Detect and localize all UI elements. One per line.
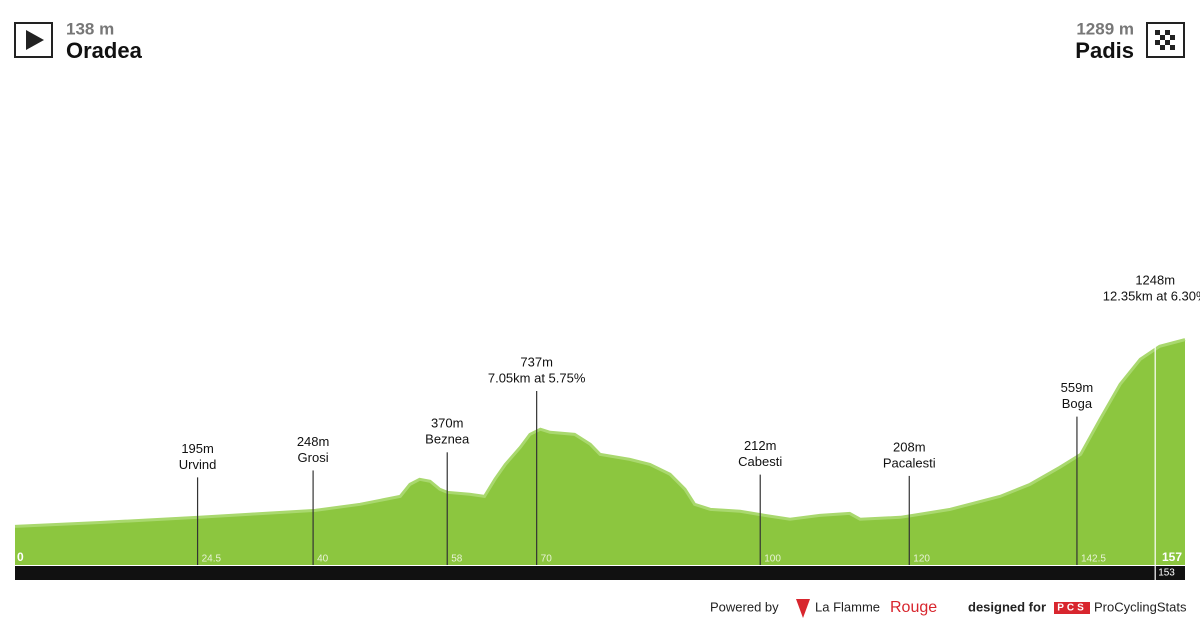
marker-elevation: 208m	[893, 439, 926, 454]
marker-elevation: 370m	[431, 416, 464, 431]
marker-km: 120	[913, 554, 930, 565]
marker-km: 142.5	[1081, 554, 1106, 565]
start-icon	[14, 22, 53, 58]
marker-km: 24.5	[202, 554, 222, 565]
finish-header: 1289 m Padis	[1075, 19, 1185, 63]
start-header: 138 m Oradea	[14, 19, 143, 63]
finish-name: Padis	[1075, 38, 1134, 63]
marker-elevation: 212m	[744, 438, 777, 453]
footer: Powered by La Flamme Rouge designed for …	[710, 599, 1187, 618]
marker-km: 100	[764, 554, 781, 565]
start-name: Oradea	[66, 38, 143, 63]
marker-name: Beznea	[425, 432, 470, 447]
distance-bar	[15, 566, 1185, 580]
marker-km: 40	[317, 554, 329, 565]
marker-km: 70	[541, 554, 553, 565]
marker-name: Cabesti	[738, 454, 782, 469]
start-arrow	[26, 30, 44, 50]
marker-elevation: 559m	[1061, 380, 1094, 395]
checkered-flag	[1155, 30, 1175, 50]
marker-km: 153	[1158, 568, 1175, 579]
profile	[14, 338, 1186, 565]
marker-km: 58	[451, 554, 463, 565]
pcs: PCS	[1057, 603, 1087, 614]
brand-2: Rouge	[890, 599, 937, 616]
flamme-logo	[796, 599, 810, 618]
marker-name: Pacalesti	[883, 455, 936, 470]
brand-1: La Flamme	[815, 599, 880, 614]
x-tick-label: 0	[17, 550, 24, 564]
elevation-outline	[14, 338, 1186, 528]
marker-elevation: 1248m	[1135, 273, 1175, 288]
x-tick-label: 157	[1162, 550, 1182, 564]
marker-name: Boga	[1062, 396, 1093, 411]
site-name: ProCyclingStats	[1094, 599, 1187, 614]
finish-elevation: 1289 m	[1076, 19, 1134, 38]
elevation-area	[15, 339, 1185, 565]
designed-for: designed for	[968, 599, 1046, 614]
marker-name: 7.05km at 5.75%	[488, 370, 586, 385]
marker-name: Urvind	[179, 457, 217, 472]
marker-elevation: 248m	[297, 434, 330, 449]
marker-name: 12.35km at 6.30%	[1103, 289, 1200, 304]
marker-elevation: 195m	[181, 441, 214, 456]
powered-by: Powered by	[710, 599, 779, 614]
start-elevation: 138 m	[66, 19, 114, 38]
pcs-logo	[1054, 602, 1090, 614]
marker-name: Grosi	[298, 450, 329, 465]
marker-elevation: 737m	[520, 354, 553, 369]
